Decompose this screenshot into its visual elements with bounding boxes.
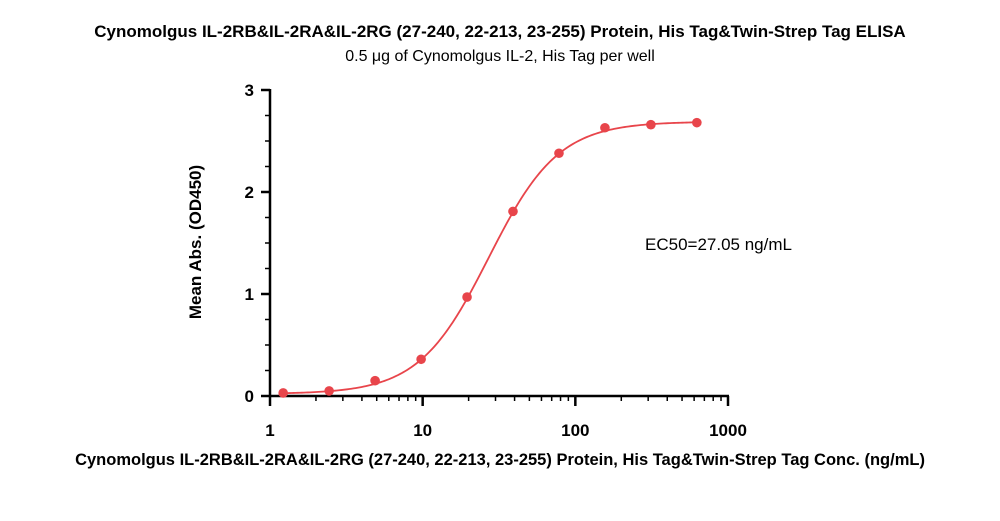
data-point bbox=[646, 119, 656, 130]
y-tick-label: 2 bbox=[245, 183, 254, 202]
data-point bbox=[462, 292, 472, 302]
data-point bbox=[508, 206, 518, 217]
fit-curve-layer bbox=[283, 121, 697, 395]
chart-subtitle: 0.5 μg of Cynomolgus IL-2, His Tag per w… bbox=[345, 48, 655, 65]
fit-curve bbox=[283, 121, 697, 395]
data-point bbox=[370, 375, 380, 386]
data-point bbox=[416, 354, 426, 365]
data-points-layer bbox=[278, 117, 702, 398]
data-point bbox=[278, 388, 288, 398]
ec50-annotation: EC50=27.05 ng/mL bbox=[645, 235, 792, 254]
chart-title: Cynomolgus IL-2RB&IL-2RA&IL-2RG (27-240,… bbox=[94, 22, 906, 41]
y-tick-label: 1 bbox=[245, 285, 254, 304]
data-point bbox=[692, 117, 702, 128]
x-tick-label: 10 bbox=[413, 421, 432, 440]
y-tick-label: 0 bbox=[245, 387, 254, 406]
y-axis-label: Mean Abs. (OD450) bbox=[186, 164, 205, 320]
data-point bbox=[600, 122, 610, 133]
x-axis-label: Cynomolgus IL-2RB&IL-2RA&IL-2RG (27-240,… bbox=[75, 451, 925, 469]
x-tick-label: 100 bbox=[561, 421, 589, 440]
data-point bbox=[324, 386, 334, 396]
x-tick-label: 1000 bbox=[709, 421, 747, 440]
y-tick-label: 3 bbox=[245, 81, 254, 100]
data-point bbox=[554, 148, 564, 159]
x-tick-label: 1 bbox=[265, 421, 274, 440]
